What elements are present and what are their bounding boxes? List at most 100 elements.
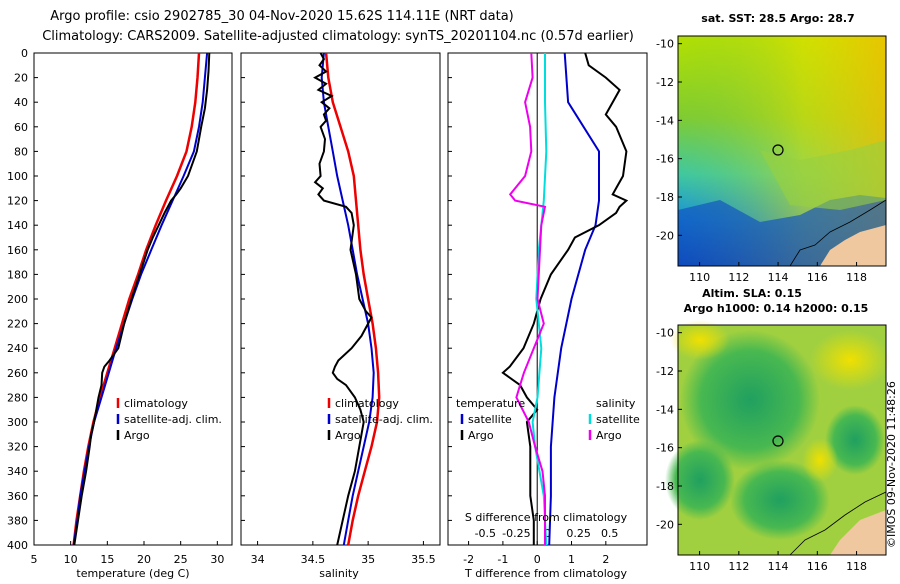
x-tick-label: 34.5 [301, 553, 326, 566]
difference-legend-temperature: temperature satellite Argo [456, 397, 525, 442]
depth-tick-label: 160 [7, 244, 28, 257]
depth-tick-label: 380 [7, 514, 28, 527]
difference-line-salinity-argo [508, 52, 547, 545]
depth-tick-label: 400 [7, 539, 28, 552]
difference-legend-salinity: salinity satellite Argo [588, 397, 640, 442]
map-lat-label: -10 [656, 38, 674, 51]
sst-map-mid-region [760, 140, 886, 210]
map-lat-label: -20 [656, 229, 674, 242]
temperature-line-argo [73, 52, 211, 546]
legend-label-climatology: climatology [124, 397, 188, 410]
depth-tick-label: 360 [7, 490, 28, 503]
map-lon-label: 118 [846, 560, 867, 573]
depth-tick-label: 240 [7, 342, 28, 355]
difference-line-salinity-satellite [531, 53, 548, 546]
sla-map-title-2: Argo h1000: 0.14 h2000: 0.15 [684, 302, 869, 315]
sst-map-land [820, 225, 886, 266]
t-difference-axis-label: T difference from climatology [464, 567, 627, 580]
sla-map-axes: -10 -12 -14 -16 -18 -20 110 112 114 116 118 [656, 327, 867, 573]
x-tick-label: 30 [210, 553, 224, 566]
sla-map-low-west [665, 440, 735, 520]
map-lat-label: -14 [656, 114, 674, 127]
temperature-line-satellite-adj-clim- [72, 52, 209, 546]
sla-map [665, 320, 890, 556]
temperature-axis-label: temperature (deg C) [76, 567, 189, 580]
sst-map-axes: -10 -12 -14 -16 -18 -20 110 112 114 116 118 [656, 38, 867, 284]
map-lon-label: 114 [768, 560, 789, 573]
depth-tick-label: 220 [7, 318, 28, 331]
legend-label-t-argo: Argo [468, 429, 494, 442]
salinity-plot: 34 34.5 35 35.5 [251, 52, 436, 566]
map-lon-label: 114 [768, 271, 789, 284]
x-tick-label: 15 [100, 553, 114, 566]
sst-map-frame [677, 35, 887, 267]
legend-label-t-satellite: satellite [468, 413, 512, 426]
temperature-plot: 5 10 15 20 25 30 [31, 52, 224, 566]
legend-label-s-argo: Argo [596, 429, 622, 442]
map-lat-label: -12 [656, 365, 674, 378]
legend-label-satellite: satellite-adj. clim. [124, 413, 222, 426]
depth-tick-label: 20 [14, 72, 28, 85]
legend-label-satellite: satellite-adj. clim. [335, 413, 433, 426]
depth-tick-label: 260 [7, 367, 28, 380]
sla-map-argo-location [772, 435, 784, 447]
legend-label-argo: Argo [335, 429, 361, 442]
map-lon-label: 118 [846, 271, 867, 284]
temperature-legend: climatology satellite-adj. clim. Argo [116, 397, 222, 442]
salinity-line-climatology [324, 52, 381, 546]
figure-title-line1: Argo profile: csio 2902785_30 04-Nov-202… [50, 9, 514, 24]
sla-map-frame [677, 324, 887, 556]
x-tick-label: 35 [361, 553, 375, 566]
sst-map [677, 35, 887, 267]
map-lon-label: 112 [728, 271, 749, 284]
difference-line-temperature-satellite [548, 52, 600, 546]
salinity-legend: climatology satellite-adj. clim. Argo [327, 397, 433, 442]
map-lat-label: -16 [656, 153, 674, 166]
map-lat-label: -10 [656, 327, 674, 340]
map-lat-label: -12 [656, 76, 674, 89]
depth-tick-label: 80 [14, 145, 28, 158]
map-lat-label: -14 [656, 403, 674, 416]
depth-tick-label: 40 [14, 96, 28, 109]
legend-label-s-satellite: satellite [596, 413, 640, 426]
sla-map-low-east [825, 405, 885, 475]
depth-tick-label: 300 [7, 416, 28, 429]
sla-map-high-mid [802, 438, 838, 482]
salinity-line-argo [313, 52, 373, 546]
salinity-axis-label: salinity [319, 567, 359, 580]
depth-axis: 0 20 40 60 80 100 120 140 160 180 200 220 240 260 280 3… [7, 47, 452, 552]
sla-map-high-ne [810, 330, 890, 390]
difference-line-temperature-argo [501, 52, 629, 545]
legend-label-climatology: climatology [335, 397, 399, 410]
credit-label: ©IMOS 09-Nov-2020 11:48:26 [885, 381, 898, 548]
map-lat-label: -16 [656, 442, 674, 455]
depth-tick-label: 60 [14, 121, 28, 134]
sst-map-title: sat. SST: 28.5 Argo: 28.7 [701, 12, 854, 25]
sla-map-title-1: Altim. SLA: 0.15 [702, 287, 802, 300]
x-tick-label: -2 [463, 553, 474, 566]
map-lon-label: 110 [689, 271, 710, 284]
depth-tick-label: 200 [7, 293, 28, 306]
map-lon-label: 116 [807, 271, 828, 284]
x-tick-label: 10 [64, 553, 78, 566]
x-tick-label: 34 [251, 553, 265, 566]
sst-map-bathy-contour [789, 199, 887, 267]
depth-tick-label: 180 [7, 268, 28, 281]
sla-map-low-south [730, 460, 830, 540]
sla-map-low-center [680, 330, 820, 470]
map-lat-label: -18 [656, 191, 674, 204]
salinity-line-satellite-adj-clim- [320, 52, 375, 546]
map-lon-label: 112 [728, 560, 749, 573]
legend-label-argo: Argo [124, 429, 150, 442]
sla-map-land [830, 510, 886, 555]
sla-map-high-nw [670, 320, 730, 360]
x-tick-label: 25 [174, 553, 188, 566]
depth-tick-label: 120 [7, 195, 28, 208]
depth-tick-label: 0 [21, 47, 28, 60]
map-lat-label: -18 [656, 480, 674, 493]
depth-tick-label: 140 [7, 219, 28, 232]
x-tick-label: 0 [534, 553, 541, 566]
map-lon-label: 110 [689, 560, 710, 573]
x-tick-label: -1 [497, 553, 508, 566]
